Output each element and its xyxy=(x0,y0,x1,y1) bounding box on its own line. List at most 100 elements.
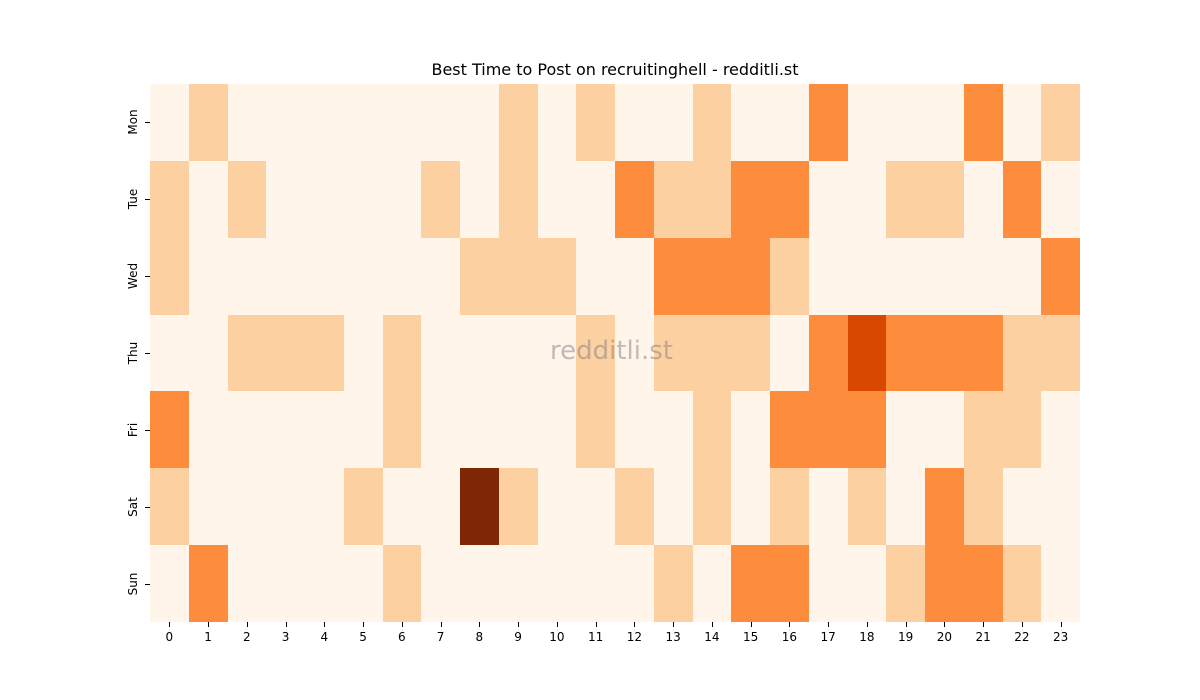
heatmap-cell xyxy=(421,314,460,392)
heatmap-cell xyxy=(653,468,693,546)
heatmap-cell xyxy=(615,84,654,161)
heatmap-cell xyxy=(266,545,305,622)
heatmap-cell xyxy=(343,84,383,161)
heatmap-cell xyxy=(653,160,693,238)
heatmap-cell xyxy=(498,237,538,315)
x-tick-mark xyxy=(673,622,675,627)
heatmap-cell xyxy=(343,468,383,546)
heatmap-cell xyxy=(305,84,344,161)
x-tick-mark xyxy=(479,622,481,627)
heatmap-cell xyxy=(770,160,809,238)
heatmap-cell xyxy=(421,468,460,546)
heatmap-cell xyxy=(305,468,344,546)
heatmap-grid xyxy=(150,84,1080,622)
y-tick-label: Thu xyxy=(118,315,148,392)
heatmap-cell xyxy=(770,84,809,161)
heatmap-cell xyxy=(886,391,925,469)
heatmap-cell xyxy=(188,468,228,546)
y-tick-text: Sun xyxy=(126,572,140,595)
heatmap-cell xyxy=(188,160,228,238)
heatmap-cell xyxy=(266,237,305,315)
x-tick-label: 23 xyxy=(1052,630,1069,644)
heatmap-cell xyxy=(653,314,693,392)
heatmap-cell xyxy=(692,314,732,392)
x-tick-label: 12 xyxy=(626,630,643,644)
x-tick-label: 8 xyxy=(475,630,484,644)
heatmap-cell xyxy=(925,84,964,161)
heatmap-cell xyxy=(770,314,809,392)
x-tick-mark xyxy=(518,622,520,627)
heatmap-cell xyxy=(188,391,228,469)
heatmap-cell xyxy=(886,468,925,546)
heatmap-cell xyxy=(266,391,305,469)
heatmap-cell xyxy=(615,314,654,392)
heatmap-cell xyxy=(847,160,887,238)
heatmap-cell xyxy=(150,545,189,622)
heatmap-cell xyxy=(227,314,267,392)
heatmap-cell xyxy=(963,391,1003,469)
heatmap-cell xyxy=(305,237,344,315)
heatmap-cell xyxy=(692,391,732,469)
heatmap-cell xyxy=(576,391,615,469)
heatmap-cell xyxy=(963,545,1003,622)
heatmap-cell xyxy=(382,468,422,546)
heatmap-cell xyxy=(808,391,848,469)
heatmap-cell xyxy=(615,391,654,469)
heatmap-cell xyxy=(537,314,577,392)
heatmap-cell xyxy=(150,160,189,238)
heatmap-cell xyxy=(227,545,267,622)
heatmap-cell xyxy=(576,545,615,622)
heatmap-cell xyxy=(382,84,422,161)
heatmap-cell xyxy=(537,545,577,622)
x-tick-label: 1 xyxy=(204,630,212,644)
y-tick-label: Sat xyxy=(118,468,148,545)
x-tick-label: 18 xyxy=(859,630,875,644)
y-tick-mark xyxy=(145,353,150,354)
y-tick-mark xyxy=(145,122,150,124)
heatmap-cell xyxy=(770,545,809,622)
x-tick-label: 22 xyxy=(1014,630,1030,644)
x-tick-mark xyxy=(556,622,558,627)
y-tick-mark xyxy=(145,506,150,508)
heatmap-cell xyxy=(266,84,305,161)
heatmap-cell xyxy=(925,314,964,392)
x-tick-mark xyxy=(1060,622,1062,627)
heatmap-cell xyxy=(692,468,732,546)
heatmap-cell xyxy=(227,84,267,161)
heatmap-cell xyxy=(460,468,499,546)
x-tick-mark xyxy=(595,622,597,627)
heatmap-cell xyxy=(615,160,654,238)
x-tick-mark xyxy=(711,622,713,627)
heatmap-cell xyxy=(227,237,267,315)
heatmap-cell xyxy=(150,314,189,392)
heatmap-cell xyxy=(770,391,809,469)
y-tick-mark xyxy=(145,199,150,201)
heatmap-cell xyxy=(305,314,344,392)
y-tick-label: Fri xyxy=(118,391,148,468)
y-tick-label: Mon xyxy=(118,84,148,161)
heatmap-cell xyxy=(150,237,189,315)
heatmap-cell xyxy=(847,545,887,622)
heatmap-cell xyxy=(188,84,228,161)
x-tick-label: 10 xyxy=(549,630,565,644)
heatmap-cell xyxy=(305,160,344,238)
heatmap-cell xyxy=(886,237,925,315)
x-tick-mark xyxy=(285,622,287,627)
y-tick-text: Wed xyxy=(126,263,140,290)
heatmap-cell xyxy=(460,391,499,469)
heatmap-cell xyxy=(188,545,228,622)
heatmap-cell xyxy=(460,545,499,622)
heatmap-cell xyxy=(963,237,1003,315)
heatmap-cell xyxy=(576,468,615,546)
heatmap-cell xyxy=(925,391,964,469)
x-tick-label: 0 xyxy=(165,630,174,644)
x-tick-mark xyxy=(1021,622,1023,627)
y-tick-text: Mon xyxy=(126,109,140,136)
heatmap-cell xyxy=(227,160,267,238)
heatmap-cell xyxy=(343,314,383,392)
heatmap-cell xyxy=(963,314,1003,392)
heatmap-cell xyxy=(537,237,577,315)
heatmap-cell xyxy=(1041,391,1080,469)
heatmap-cell xyxy=(498,160,538,238)
heatmap-cell xyxy=(731,391,770,469)
